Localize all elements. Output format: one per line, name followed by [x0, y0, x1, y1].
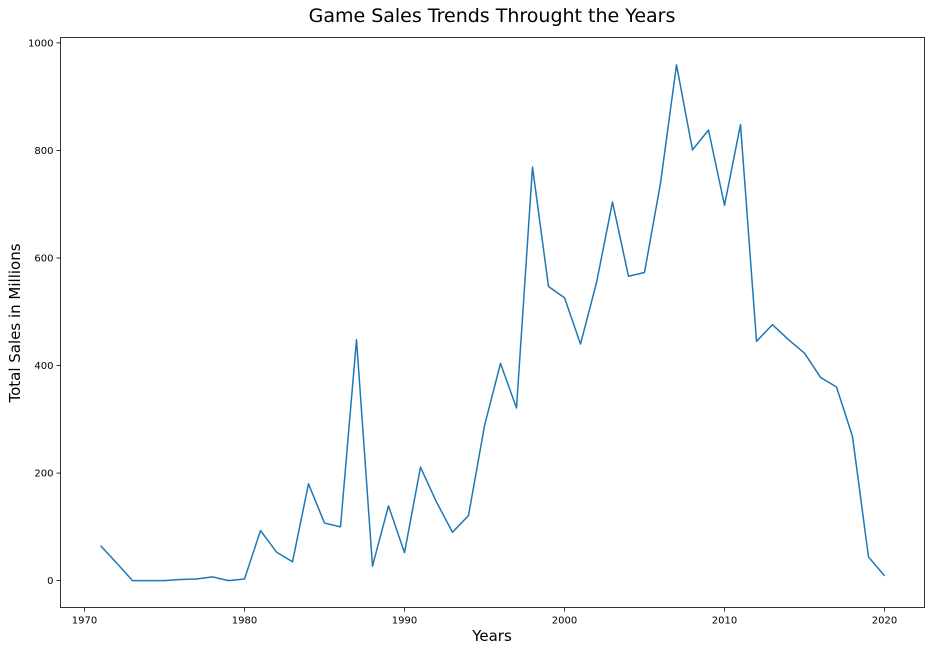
data-point: [468, 515, 470, 517]
data-point: [452, 531, 454, 533]
data-point: [628, 275, 630, 277]
y-axis: 0 200 400 600 800 1000: [28, 38, 61, 587]
x-tick-label: 1980: [232, 616, 257, 627]
data-point: [372, 565, 374, 567]
data-point: [548, 285, 550, 287]
x-tick-label: 2000: [552, 616, 577, 627]
data-point: [740, 124, 742, 126]
y-axis-label: Total Sales in Millions: [6, 243, 24, 403]
x-tick-label: 1970: [72, 616, 97, 627]
data-point: [836, 386, 838, 388]
data-point: [196, 578, 198, 580]
data-point: [820, 376, 822, 378]
series-layer: [99, 64, 886, 582]
data-point: [356, 339, 358, 341]
data-point: [596, 282, 598, 284]
x-tick-label: 2020: [872, 616, 897, 627]
data-point: [212, 576, 214, 578]
data-point: [644, 271, 646, 273]
data-point: [692, 149, 694, 151]
data-point: [132, 580, 134, 582]
data-point: [484, 425, 486, 427]
data-point: [772, 324, 774, 326]
data-point: [724, 204, 726, 206]
data-point: [292, 561, 294, 563]
data-point: [884, 575, 886, 577]
data-point: [564, 297, 566, 299]
data-point: [404, 552, 406, 554]
y-tick-label: 1000: [28, 38, 53, 49]
data-point: [420, 466, 422, 468]
sales-line: [99, 64, 886, 582]
data-point: [580, 343, 582, 345]
data-point: [260, 530, 262, 532]
data-point: [276, 551, 278, 553]
data-point: [660, 182, 662, 184]
data-point: [804, 352, 806, 354]
data-point: [756, 340, 758, 342]
chart-title: Game Sales Trends Throught the Years: [309, 5, 676, 27]
data-point: [164, 580, 166, 582]
data-point: [308, 483, 310, 485]
data-point: [324, 522, 326, 524]
data-point: [676, 64, 678, 66]
data-point: [100, 545, 102, 547]
data-point: [532, 166, 534, 168]
data-point: [788, 339, 790, 341]
data-point: [436, 501, 438, 503]
x-tick-label: 2010: [712, 616, 737, 627]
y-tick-label: 0: [47, 576, 53, 587]
data-point: [180, 579, 182, 581]
x-axis-label: Years: [471, 627, 512, 645]
y-tick-label: 200: [34, 469, 53, 480]
x-axis: 1970 1980 1990 2000 2010 2020: [72, 607, 897, 627]
y-tick-label: 800: [34, 146, 53, 157]
plot-area-frame: [60, 37, 925, 608]
x-tick-label: 1990: [392, 616, 417, 627]
data-point: [388, 505, 390, 507]
data-point: [868, 556, 870, 558]
data-point: [116, 562, 118, 564]
y-tick-label: 400: [34, 361, 53, 372]
data-point: [148, 580, 150, 582]
data-point: [500, 362, 502, 364]
data-point: [516, 407, 518, 409]
data-point: [852, 436, 854, 438]
data-point: [340, 526, 342, 528]
data-point: [612, 201, 614, 203]
y-tick-label: 600: [34, 253, 53, 264]
data-point: [228, 580, 230, 582]
data-point: [244, 578, 246, 580]
data-point: [708, 129, 710, 131]
